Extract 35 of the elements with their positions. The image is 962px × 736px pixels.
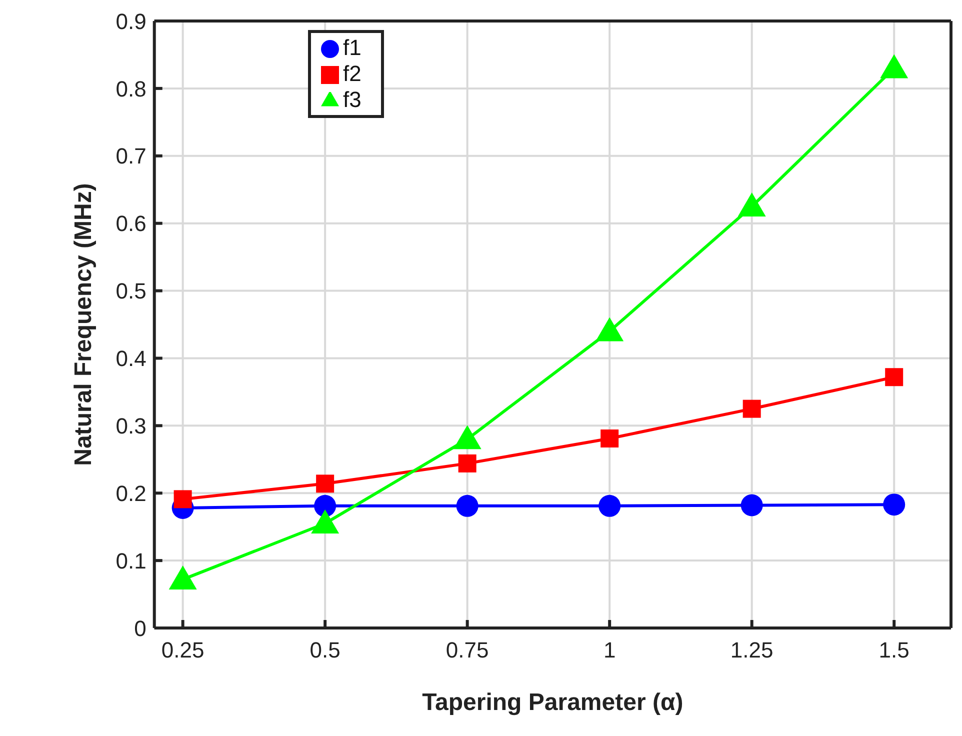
y-tick-label: 0.6 (116, 211, 146, 236)
point (596, 317, 624, 342)
y-tick-label: 0.8 (116, 76, 146, 102)
point (174, 490, 192, 508)
point (738, 192, 766, 216)
point (600, 429, 619, 448)
y-tick-label: 0.2 (116, 480, 146, 506)
y-tick-label: 0.5 (116, 278, 146, 304)
x-tick-label: 0.75 (446, 638, 489, 663)
point (314, 494, 336, 517)
legend-label: f1 (343, 35, 362, 60)
point (316, 474, 334, 493)
point (456, 494, 478, 517)
legend-label: f2 (343, 61, 362, 86)
y-tick-label: 0.9 (116, 8, 146, 34)
point (742, 400, 761, 418)
y-axis-title: Natural Frequency (MHz) (70, 183, 97, 466)
point (740, 494, 763, 516)
y-tick-label: 0.1 (116, 548, 146, 574)
x-tick-label: 0.5 (310, 638, 340, 663)
y-tick-label: 0 (134, 616, 146, 641)
point (458, 454, 476, 472)
x-tick-label: 1.5 (878, 638, 910, 663)
x-tick-label: 1 (603, 638, 616, 663)
point (880, 54, 908, 78)
y-tick-label: 0.3 (116, 413, 146, 438)
y-tick-label: 0.7 (116, 144, 146, 169)
x-tick-label: 0.25 (161, 638, 204, 663)
x-tick-label: 1.25 (730, 638, 774, 663)
point (885, 368, 904, 386)
legend-label: f3 (343, 87, 362, 112)
y-tick-label: 0.4 (116, 346, 146, 372)
x-axis-title: Tapering Parameter (α) (422, 689, 684, 716)
point (598, 494, 621, 517)
point (883, 494, 906, 516)
